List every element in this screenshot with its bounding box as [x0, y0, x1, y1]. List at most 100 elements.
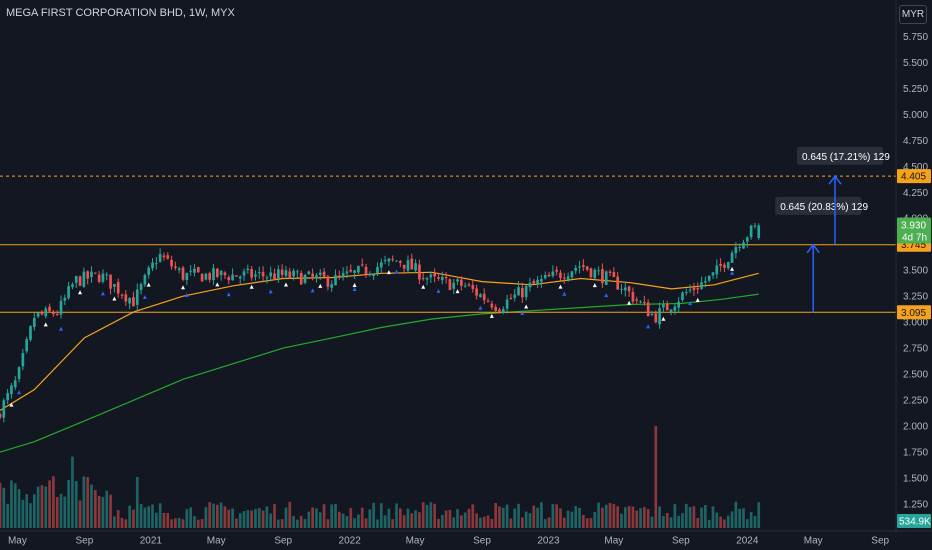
volume-bar [246, 510, 250, 528]
y-tick-label: 4.750 [903, 136, 928, 147]
volume-bar [82, 476, 86, 528]
volume-bar [681, 513, 684, 528]
volume-bar [528, 513, 532, 528]
volume-bar [0, 482, 2, 528]
volume-bar [109, 494, 112, 528]
volume-bar [498, 506, 501, 528]
candle-body [372, 274, 375, 277]
up-marker-icon [146, 282, 151, 287]
volume-bar [582, 514, 585, 528]
candle-body [67, 286, 70, 299]
volume-bar [601, 507, 604, 528]
candlesticks [0, 222, 761, 423]
blue-marker-icon [352, 286, 357, 291]
candle-body [223, 272, 227, 276]
level-price-tag [897, 305, 931, 320]
volume-bar [360, 507, 364, 528]
up-marker-icon [352, 282, 357, 287]
measurement-tools[interactable]: 0.645 (20.83%) 129 0.645 (17.21%) 129 [775, 146, 890, 313]
candle-body [616, 276, 620, 290]
candle-body [734, 247, 738, 254]
volume-bars [0, 426, 761, 528]
volume-bar [200, 519, 204, 528]
volume-bar [78, 500, 82, 528]
volume-bar [124, 519, 128, 528]
candle-body [604, 271, 608, 285]
candle-body [517, 287, 520, 296]
x-tick-label: 2024 [736, 536, 759, 547]
volume-bar [334, 503, 337, 528]
volume-bar [280, 519, 284, 528]
measure-label: 0.645 (20.83%) 129 [780, 202, 868, 213]
candle-body [669, 309, 673, 312]
candle-body [513, 294, 517, 298]
y-tick-label: 4.250 [903, 188, 928, 199]
volume-bar [55, 497, 59, 528]
candle-body [0, 413, 2, 418]
candle-body [299, 272, 303, 285]
candle-body [10, 385, 13, 395]
candle-body [326, 276, 330, 287]
volume-bar [391, 519, 395, 528]
x-tick-label: Sep [871, 536, 889, 547]
volume-bar [250, 510, 253, 528]
candle-body [448, 279, 452, 291]
volume-bar [631, 506, 635, 528]
volume-bar [589, 518, 593, 528]
candle-body [177, 268, 181, 271]
candle-body [55, 314, 59, 316]
time-axis[interactable]: May Sep 2021 May Sep 2022 May Sep 2023 May Sep 2024… [0, 530, 932, 547]
candle-body [353, 270, 356, 274]
volume-bar [292, 516, 295, 528]
candle-body [307, 271, 311, 275]
volume-bar [524, 511, 528, 528]
horizontal-levels[interactable] [0, 175, 896, 313]
candle-body [440, 276, 444, 281]
candle-body [242, 271, 246, 276]
volume-bar [177, 518, 181, 528]
y-tick-label: 1.250 [903, 500, 928, 511]
volume-bar [59, 493, 63, 528]
volume-bar [753, 515, 757, 528]
volume-bar [734, 501, 738, 528]
volume-bar [570, 511, 574, 528]
volume-bar [745, 519, 749, 528]
candle-body [322, 271, 326, 277]
up-marker-icon [43, 322, 48, 327]
volume-label: 534.9K [899, 517, 931, 528]
candle-body [276, 269, 280, 279]
volume-bar [288, 501, 292, 528]
candle-body [29, 326, 32, 340]
candle-body [185, 273, 189, 281]
candle-body [162, 255, 166, 258]
candle-body [745, 237, 749, 242]
candle-body [181, 267, 185, 280]
volume-bar [299, 515, 303, 528]
candle-body [406, 260, 410, 271]
volume-bar [467, 508, 471, 528]
currency-button[interactable]: MYR [899, 5, 927, 24]
candle-body [90, 271, 93, 278]
blue-marker-icon [100, 291, 105, 296]
candle-body [543, 274, 547, 279]
candle-body [109, 274, 112, 289]
candle-body [444, 277, 448, 279]
blue-marker-icon [184, 292, 189, 297]
volume-bar [684, 503, 688, 528]
candle-body [40, 312, 44, 315]
candle-body [383, 260, 387, 262]
candle-body [601, 269, 604, 284]
candle-body [13, 380, 17, 388]
candle-body [208, 273, 212, 280]
y-tick-label: 4.500 [903, 162, 928, 173]
arrow-up-icon [806, 243, 820, 254]
volume-bar [429, 502, 433, 528]
volume-bar [242, 511, 246, 528]
price-axis[interactable]: 1.250 1.500 1.750 2.000 2.250 2.500 2.750 3.000… [895, 0, 932, 550]
candle-body [193, 268, 196, 273]
candle-body [707, 275, 711, 281]
volume-bar [383, 515, 387, 528]
volume-bar [223, 506, 227, 528]
candle-body [338, 275, 341, 277]
